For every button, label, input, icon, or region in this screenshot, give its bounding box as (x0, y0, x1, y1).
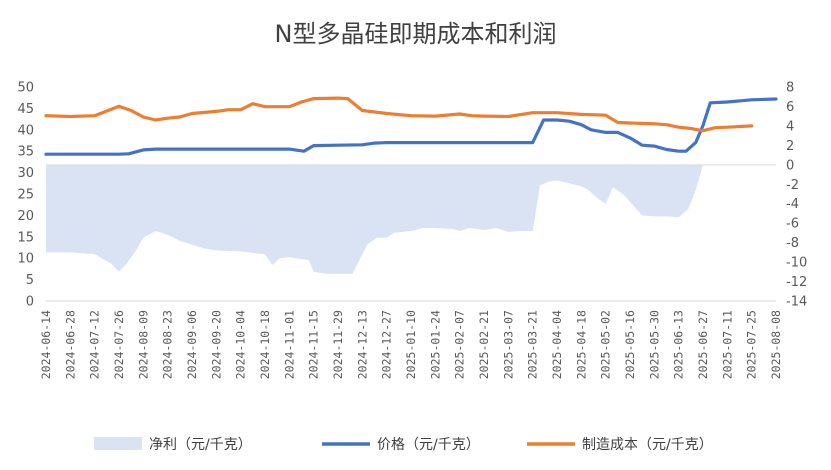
x-axis-tick-label: 2024-11-15 (307, 310, 321, 379)
x-axis-tick-label: 2024-11-01 (282, 310, 296, 379)
left-axis-tick-label: 45 (17, 102, 34, 117)
x-axis-tick-label: 2024-11-29 (331, 310, 345, 379)
x-axis-tick-label: 2024-06-14 (39, 310, 53, 379)
left-axis-tick-label: 50 (17, 81, 34, 96)
x-axis-tick-label: 2024-07-12 (88, 310, 102, 379)
x-axis-tick-label: 2024-08-09 (136, 310, 150, 379)
x-axis-tick-label: 2025-08-08 (769, 310, 783, 379)
left-axis-tick-label: 25 (17, 188, 34, 203)
x-axis-tick-label: 2024-07-26 (112, 310, 126, 379)
x-axis-tick-label: 2025-06-27 (696, 310, 710, 379)
right-axis-tick-label: 6 (786, 100, 794, 115)
x-axis-tick-label: 2025-01-10 (404, 310, 418, 379)
legend-cost-label: 制造成本（元/千克） (582, 437, 713, 453)
x-axis-tick-label: 2025-02-07 (453, 310, 467, 379)
left-axis-tick-label: 40 (17, 123, 34, 138)
right-axis-tick-label: 0 (786, 158, 794, 173)
x-axis-tick-label: 2024-09-20 (209, 310, 223, 379)
x-axis-tick-label: 2025-04-04 (550, 310, 564, 379)
x-axis-tick-label: 2025-06-13 (672, 310, 686, 379)
left-axis-tick-label: 5 (26, 273, 34, 288)
x-axis-tick-label: 2025-07-25 (745, 310, 759, 379)
x-axis-tick-label: 2025-05-30 (647, 310, 661, 379)
series-net-profit-area (46, 164, 776, 274)
x-axis-tick-label: 2024-08-23 (161, 310, 175, 379)
right-axis-tick-label: -8 (786, 236, 799, 251)
left-axis-tick-label: 0 (26, 295, 34, 310)
chart-title: N型多晶硅即期成本和利润 (274, 20, 557, 48)
x-axis-tick-label: 2025-03-07 (501, 310, 515, 379)
right-axis-tick-label: -4 (786, 197, 799, 212)
x-axis-tick-label: 2024-10-18 (258, 310, 272, 379)
x-axis-tick-label: 2024-12-27 (380, 310, 394, 379)
left-axis-tick-label: 30 (17, 166, 34, 181)
left-axis-tick-label: 20 (17, 209, 34, 224)
left-axis-tick-label: 15 (17, 230, 34, 245)
x-axis-tick-label: 2025-05-16 (623, 310, 637, 379)
right-axis-tick-label: 8 (786, 81, 794, 96)
x-axis-tick-label: 2025-05-02 (599, 310, 613, 379)
x-axis-tick-label: 2025-01-24 (428, 310, 442, 379)
left-axis-tick-label: 35 (17, 145, 34, 160)
x-axis-tick-label: 2025-02-21 (477, 310, 491, 379)
left-axis-tick-label: 10 (17, 252, 34, 267)
x-axis-tick-label: 2025-04-18 (574, 310, 588, 379)
legend-net-profit-swatch (94, 437, 142, 450)
x-axis-tick-label: 2024-06-28 (63, 310, 77, 379)
x-axis-tick-label: 2025-07-11 (720, 310, 734, 379)
x-axis-tick-label: 2024-12-13 (355, 310, 369, 379)
x-axis-tick-label: 2025-03-21 (526, 310, 540, 379)
x-axis-tick-label: 2024-09-06 (185, 310, 199, 379)
legend-price-label: 价格（元/千克） (377, 437, 480, 453)
legend-net-profit-label: 净利（元/千克） (149, 437, 252, 453)
right-axis-tick-label: 4 (786, 119, 794, 134)
series-price-line (44, 97, 778, 156)
series-cost-line (44, 96, 754, 133)
x-axis-tick-label: 2024-10-04 (234, 310, 248, 379)
right-axis-tick-label: 2 (786, 139, 794, 154)
right-axis-tick-label: -14 (786, 295, 807, 310)
right-axis-tick-label: -12 (786, 275, 807, 290)
right-axis-tick-label: -10 (786, 256, 807, 271)
right-axis-tick-label: -2 (786, 178, 799, 193)
right-axis-tick-label: -6 (786, 217, 799, 232)
